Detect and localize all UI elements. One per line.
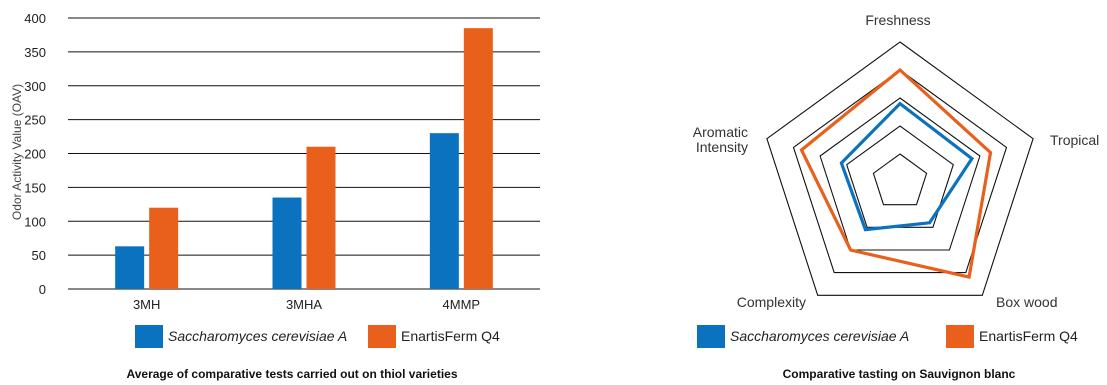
radar-series [799,67,993,280]
bar-3mh-series-1 [115,246,145,289]
radar-axis-label: Aromatic [693,124,748,140]
radar-chart: Freshness Tropical Box wood Complexity Aroma… [693,12,1100,381]
y-tick-label: 200 [24,147,46,162]
x-category-label: 4MMP [443,297,481,312]
bar-chart-caption: Average of comparative tests carried out… [127,367,458,381]
radar-ring [766,41,1034,296]
bar-3mha-series-2 [306,146,336,289]
legend-label: Saccharomyces cerevisiae A [730,328,909,344]
legend-label: EnartisFerm Q4 [979,328,1078,344]
y-tick-label: 250 [24,113,46,128]
legend-swatch [697,325,725,348]
y-tick-label: 100 [24,214,46,229]
radar-ring [819,97,981,251]
bar-y-tick-labels: 0 50 100 150 200 250 300 350 400 [24,11,46,297]
bar-category-labels: 3MH 3MHA 4MMP [133,297,480,312]
radar-axis-label: Freshness [865,12,930,28]
legend-label: EnartisFerm Q4 [401,328,500,344]
radar-series-1 [839,101,975,232]
x-category-label: 3MHA [286,297,322,312]
y-tick-label: 300 [24,79,46,94]
bar-legend: Saccharomyces cerevisiae A EnartisFerm Q4 [135,325,500,348]
radar-legend: Saccharomyces cerevisiae A EnartisFerm Q4 [697,325,1078,348]
radar-axis-label: Complexity [737,294,806,310]
legend-swatch [368,325,396,348]
y-tick-label: 150 [24,180,46,195]
radar-axis-label: Box wood [996,294,1057,310]
bar-series [115,28,493,289]
radar-series-2 [799,67,993,280]
radar-web [766,41,1034,296]
bar-4mmp-series-2 [463,28,493,289]
y-tick-label: 0 [39,282,46,297]
bar-3mha-series-1 [272,197,302,289]
y-axis-label: Odor Activity Value (OAV) [10,84,24,220]
radar-ring [872,153,928,206]
y-tick-label: 400 [24,11,46,26]
y-tick-label: 50 [32,248,46,263]
bar-3mh-series-2 [149,207,179,289]
radar-axis-labels: Freshness Tropical Box wood Complexity Aroma… [693,12,1100,310]
radar-chart-caption: Comparative tasting on Sauvignon blanc [783,367,1016,381]
y-tick-label: 350 [24,45,46,60]
legend-swatch [135,325,163,348]
bar-4mmp-series-1 [429,133,459,289]
bar-chart: 0 50 100 150 200 250 300 350 400 3MH 3MHA 4MMP Odo… [10,11,540,381]
x-category-label: 3MH [133,297,160,312]
bar-gridlines [68,17,540,290]
radar-ring [792,69,1008,274]
radar-axis-label: Intensity [696,139,748,155]
legend-swatch [946,325,974,348]
radar-axis-label: Tropical [1050,132,1099,148]
legend-label: Saccharomyces cerevisiae A [168,328,347,344]
